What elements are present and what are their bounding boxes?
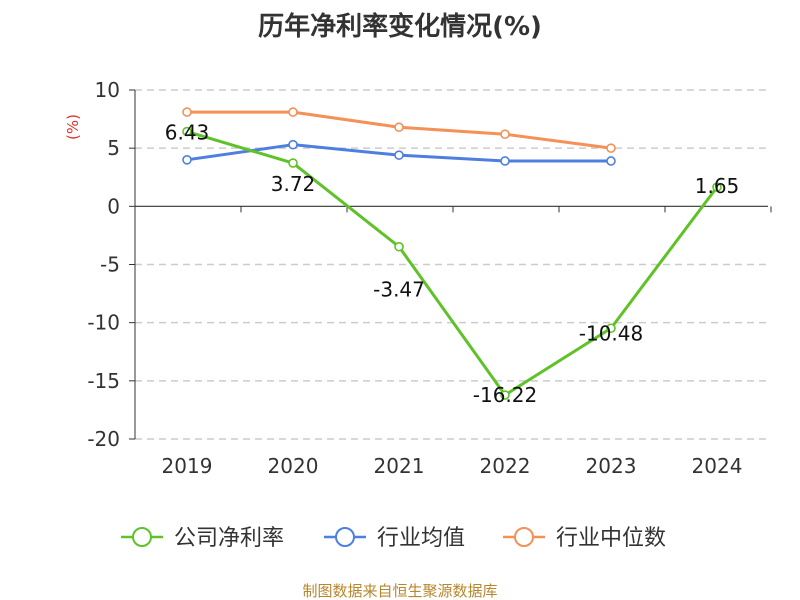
data-point	[500, 129, 510, 140]
data-label: 3.72	[271, 172, 316, 196]
legend-marker-icon	[335, 527, 355, 547]
data-point	[606, 143, 616, 153]
y-tick-label: 10	[95, 78, 120, 102]
series-line	[186, 130, 719, 397]
data-label: -16.22	[473, 383, 537, 407]
y-axis-unit-label: (%)	[64, 114, 82, 140]
data-point	[288, 139, 298, 150]
legend-label: 公司净利率	[174, 526, 284, 551]
data-point	[606, 323, 616, 334]
x-tick-label: 2021	[374, 454, 425, 478]
data-label: -10.48	[579, 321, 643, 345]
source-note: 制图数据来自恒生聚源数据库	[302, 582, 497, 600]
legend-marker-icon	[132, 527, 152, 547]
data-point	[182, 107, 192, 117]
legend-label: 行业均值	[377, 526, 465, 551]
data-label: -3.47	[373, 278, 425, 302]
y-tick-label: -15	[87, 369, 120, 393]
data-point	[182, 155, 192, 165]
data-point	[712, 182, 722, 192]
legend-label: 行业中位数	[556, 526, 666, 551]
data-point	[288, 158, 298, 168]
legend: 公司净利率 行业均值 行业中位数	[121, 526, 666, 551]
data-point	[288, 107, 298, 117]
data-point	[394, 241, 404, 252]
y-tick-label: -5	[100, 253, 120, 277]
data-label: 1.65	[695, 174, 740, 198]
data-point	[394, 122, 404, 133]
data-point	[606, 156, 616, 166]
data-point	[182, 126, 192, 137]
chart-title: 历年净利率变化情况(%)	[258, 11, 542, 42]
x-tick-label: 2022	[480, 454, 531, 478]
gridlines	[135, 89, 768, 440]
data-label: 6.43	[165, 121, 210, 145]
data-point	[394, 150, 404, 160]
y-tick-label: 0	[107, 194, 120, 218]
y-tick-label: -10	[87, 311, 120, 335]
x-tick-label: 2019	[162, 454, 213, 478]
y-tick-label: 5	[107, 136, 120, 160]
y-tick-label: -20	[87, 427, 120, 451]
series-lines	[182, 107, 722, 400]
axes: 10 5 0 -5 -10 -15 -20 2019 2020 2021 2022 2023 2024	[87, 78, 772, 478]
data-point	[500, 156, 510, 166]
legend-marker-icon	[514, 527, 534, 547]
data-point	[500, 390, 510, 400]
x-tick-label: 2020	[268, 454, 319, 478]
x-tick-label: 2023	[586, 454, 637, 478]
data-labels: 6.43 3.72 -3.47 -16.22 -10.48 1.65	[165, 121, 740, 407]
x-tick-label: 2024	[692, 454, 743, 478]
